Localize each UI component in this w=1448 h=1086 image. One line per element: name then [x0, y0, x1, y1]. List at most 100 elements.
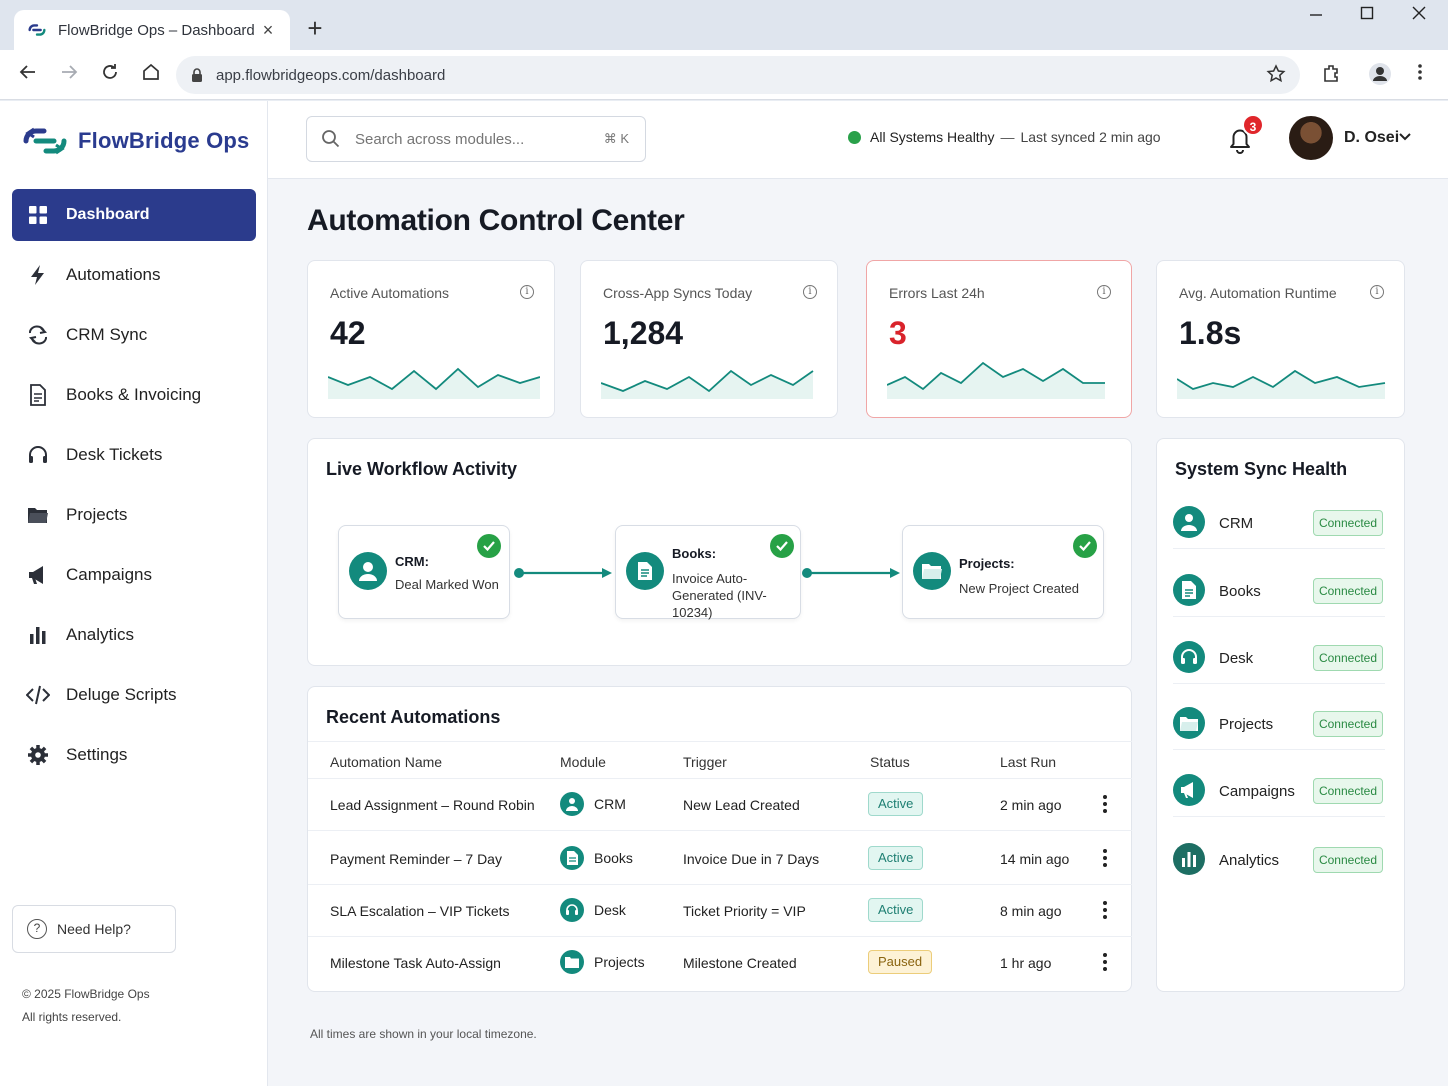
- sidebar-nav: Dashboard Automations CRM Sync Books & I…: [12, 189, 256, 789]
- sync-row-analytics[interactable]: Analytics Connected: [1173, 836, 1385, 886]
- address-bar[interactable]: app.flowbridgeops.com/dashboard: [176, 56, 1300, 94]
- info-icon[interactable]: i: [520, 285, 534, 299]
- maximize-window-icon[interactable]: [1347, 6, 1387, 28]
- sidebar-item-desk-tickets[interactable]: Desk Tickets: [12, 429, 256, 481]
- sync-row-projects[interactable]: Projects Connected: [1173, 700, 1385, 750]
- top-header: ⌘ K All Systems Healthy — Last synced 2 …: [268, 101, 1448, 179]
- kpi-card-cross-app-syncs: Cross-App Syncs Today i 1,284: [580, 260, 838, 418]
- sidebar-item-automations[interactable]: Automations: [12, 249, 256, 301]
- system-status: All Systems Healthy — Last synced 2 min …: [848, 129, 1161, 145]
- info-icon[interactable]: i: [803, 285, 817, 299]
- browser-menu-icon[interactable]: [1406, 62, 1434, 88]
- kpi-card-avg-runtime: Avg. Automation Runtime i 1.8s: [1156, 260, 1405, 418]
- close-tab-icon[interactable]: ×: [262, 19, 274, 40]
- sidebar-item-deluge-scripts[interactable]: Deluge Scripts: [12, 669, 256, 721]
- column-header[interactable]: Trigger: [683, 754, 727, 770]
- page-title: Automation Control Center: [307, 204, 685, 237]
- trigger: Milestone Created: [683, 955, 797, 971]
- module-name: CRM: [594, 796, 626, 812]
- status-badge: Active: [868, 792, 924, 816]
- kpi-value: 42: [330, 315, 366, 351]
- column-header[interactable]: Status: [870, 754, 910, 770]
- kpi-value: 1.8s: [1179, 315, 1242, 351]
- workflow-node-subtitle: Deal Marked Won: [395, 577, 499, 592]
- code-icon: [26, 683, 50, 707]
- extensions-puzzle-icon[interactable]: [1318, 62, 1346, 88]
- workflow-node-books[interactable]: Books: Invoice Auto-Generated (INV-10234…: [615, 525, 801, 620]
- search-shortcut: ⌘ K: [603, 131, 629, 146]
- question-circle-icon: ?: [27, 919, 47, 939]
- table-row[interactable]: Milestone Task Auto-Assign Projects Mile…: [308, 937, 1132, 989]
- user-name[interactable]: D. Osei: [1344, 129, 1400, 146]
- status-badge: Paused: [868, 950, 933, 974]
- sidebar-item-label: Analytics: [66, 625, 135, 644]
- table-row[interactable]: SLA Escalation – VIP Tickets Desk Ticket…: [308, 885, 1132, 937]
- reload-icon[interactable]: [96, 62, 124, 88]
- sidebar-item-settings[interactable]: Settings: [12, 729, 256, 781]
- kpi-card-active-automations: Active Automations i 42: [307, 260, 555, 418]
- column-header[interactable]: Automation Name: [330, 754, 443, 770]
- sync-row-desk[interactable]: Desk Connected: [1173, 634, 1385, 684]
- back-arrow-icon[interactable]: [14, 62, 42, 88]
- automation-name: SLA Escalation – VIP Tickets: [330, 903, 510, 919]
- sidebar-item-projects[interactable]: Projects: [12, 489, 256, 541]
- sync-row-campaigns[interactable]: Campaigns Connected: [1173, 767, 1385, 817]
- flowbridge-logo-icon: [23, 127, 67, 155]
- column-header[interactable]: Module: [560, 754, 606, 770]
- chevron-down-icon[interactable]: [1398, 129, 1412, 146]
- table-row[interactable]: Lead Assignment – Round Robin CRM New Le…: [308, 779, 1132, 831]
- table-row[interactable]: Payment Reminder – 7 Day Books Invoice D…: [308, 833, 1132, 885]
- headset-icon: [1173, 641, 1205, 673]
- row-menu-icon[interactable]: [1098, 793, 1112, 815]
- forward-arrow-icon[interactable]: [55, 62, 83, 88]
- status-badge: Active: [868, 898, 924, 922]
- sync-row-crm[interactable]: CRM Connected: [1173, 499, 1385, 549]
- bookmark-star-icon[interactable]: [1266, 64, 1286, 90]
- sidebar-item-books-invoicing[interactable]: Books & Invoicing: [12, 369, 256, 421]
- search-input[interactable]: [355, 130, 604, 148]
- sidebar-item-dashboard[interactable]: Dashboard: [12, 189, 256, 241]
- module-name: Desk: [594, 902, 626, 918]
- megaphone-icon: [26, 563, 50, 587]
- new-tab-button[interactable]: +: [307, 13, 323, 43]
- brand[interactable]: FlowBridge Ops: [20, 123, 249, 159]
- profile-icon[interactable]: [1366, 62, 1394, 88]
- sidebar-item-campaigns[interactable]: Campaigns: [12, 549, 256, 601]
- sidebar-item-label: Settings: [66, 745, 128, 764]
- info-icon[interactable]: i: [1097, 285, 1111, 299]
- status-text: All Systems Healthy: [870, 129, 995, 145]
- need-help-button[interactable]: ? Need Help?: [12, 905, 176, 953]
- connected-badge: Connected: [1313, 645, 1383, 671]
- bell-icon[interactable]: [1226, 125, 1254, 155]
- home-icon[interactable]: [137, 62, 165, 88]
- workflow-node-projects[interactable]: Projects: New Project Created: [902, 525, 1104, 619]
- row-menu-icon[interactable]: [1098, 899, 1112, 921]
- check-circle-icon: [770, 534, 794, 558]
- gear-icon: [26, 743, 50, 767]
- brand-name: FlowBridge Ops: [78, 128, 250, 153]
- last-run: 2 min ago: [1000, 797, 1062, 813]
- minimize-window-icon[interactable]: [1296, 6, 1336, 28]
- lock-icon: [192, 68, 202, 82]
- avatar[interactable]: [1289, 116, 1333, 160]
- module-cell: Projects: [560, 950, 645, 974]
- row-menu-icon[interactable]: [1098, 951, 1112, 973]
- last-run: 1 hr ago: [1000, 955, 1052, 971]
- close-window-icon[interactable]: [1399, 6, 1439, 28]
- sync-row-books[interactable]: Books Connected: [1173, 567, 1385, 617]
- workflow-node-crm[interactable]: CRM: Deal Marked Won: [338, 525, 510, 619]
- sync-health-card: System Sync Health CRM Connected Books C…: [1156, 438, 1405, 992]
- document-icon: [26, 383, 50, 407]
- sidebar-item-label: Books & Invoicing: [66, 385, 202, 404]
- connected-badge: Connected: [1313, 578, 1383, 604]
- workflow-node-title: Books:: [672, 546, 717, 561]
- row-menu-icon[interactable]: [1098, 847, 1112, 869]
- search-box[interactable]: ⌘ K: [306, 116, 646, 162]
- sync-module-name: CRM: [1219, 515, 1254, 532]
- kpi-value: 1,284: [603, 315, 684, 351]
- browser-tab[interactable]: FlowBridge Ops – Dashboard ×: [14, 10, 290, 50]
- info-icon[interactable]: i: [1370, 285, 1384, 299]
- sidebar-item-crm-sync[interactable]: CRM Sync: [12, 309, 256, 361]
- sidebar-item-analytics[interactable]: Analytics: [12, 609, 256, 661]
- column-header[interactable]: Last Run: [1000, 754, 1057, 770]
